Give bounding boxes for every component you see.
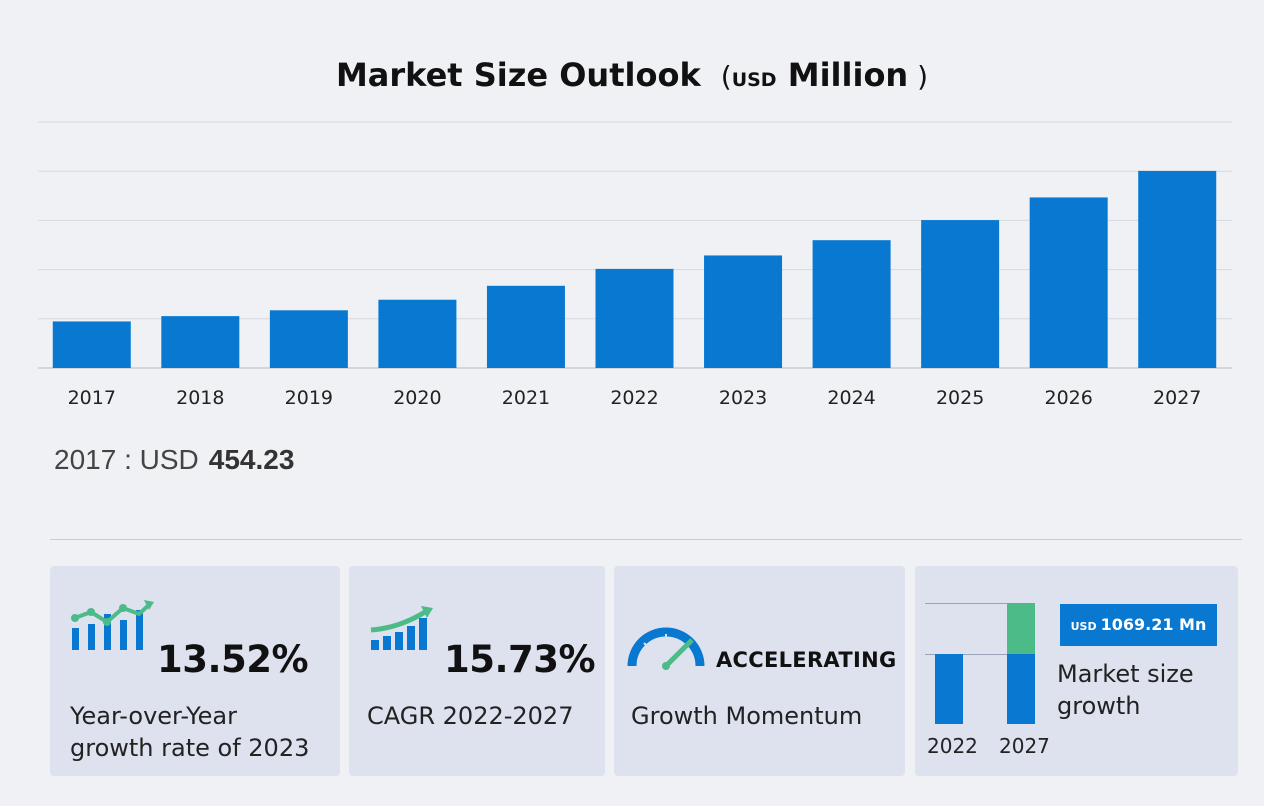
market-size-bar-chart: 2017 2018 2019 2020 2021 2022 2023 2024 2025 2026…: [38, 121, 1232, 409]
bar-2027: [1138, 170, 1217, 368]
first-year-label: 2017 : USD: [54, 444, 199, 475]
yoy-desc-line2: growth rate of 2023: [70, 734, 310, 762]
mini-chart-top-line: [925, 603, 1035, 604]
x-tick-label: 2023: [719, 387, 767, 409]
mini-chart-base-line: [925, 654, 1035, 655]
x-tick-label: 2018: [176, 387, 224, 409]
bar-2021: [486, 285, 565, 368]
bar-2022: [595, 268, 674, 368]
x-tick-label: 2017: [68, 387, 116, 409]
x-tick-label: 2021: [502, 387, 550, 409]
yoy-desc-line1: Year-over-Year: [70, 702, 237, 730]
growth-description: Market size growth: [1057, 658, 1194, 722]
bar-2017: [52, 321, 131, 368]
momentum-status: ACCELERATING: [716, 648, 897, 672]
badge-currency: USD: [1070, 620, 1097, 633]
x-tick-label: 2024: [827, 387, 875, 409]
first-year-value: 2017 : USD 454.23: [54, 444, 294, 476]
chart-title-currency: USD: [731, 69, 777, 91]
cagr-value: 15.73%: [444, 638, 596, 681]
cagr-description: CAGR 2022-2027: [367, 702, 574, 730]
first-year-amount: 454.23: [208, 444, 295, 475]
cagr-chart-icon: [370, 606, 433, 650]
market-growth-card: 2022 2027 USD 1069.21 Mn Market size grow…: [915, 566, 1238, 776]
growth-desc-line2: growth: [1057, 692, 1141, 720]
momentum-card: ACCELERATING Growth Momentum: [614, 566, 905, 776]
growth-value-badge: USD 1069.21 Mn: [1060, 604, 1217, 646]
growth-desc-line1: Market size: [1057, 660, 1194, 688]
growth-chart-icon: [71, 600, 154, 650]
momentum-description: Growth Momentum: [631, 702, 863, 730]
bar-2023: [704, 255, 783, 368]
bar-2026: [1029, 197, 1108, 368]
x-tick-label: 2019: [285, 387, 333, 409]
bar-2024: [812, 240, 891, 368]
x-tick-label: 2026: [1045, 387, 1093, 409]
chart-title: Market Size Outlook (USD Million ): [335, 56, 929, 94]
bar-2020: [378, 299, 457, 368]
x-tick-label: 2027: [1153, 387, 1201, 409]
bar-2019: [269, 310, 348, 368]
bar-2018: [161, 316, 240, 368]
cagr-card: 15.73% CAGR 2022-2027: [349, 566, 605, 776]
x-tick-label: 2020: [393, 387, 441, 409]
mini-bar-2027: [1007, 654, 1035, 724]
x-tick-label: 2022: [610, 387, 658, 409]
chart-title-text: Market Size Outlook: [335, 56, 701, 94]
badge-value: 1069.21 Mn: [1100, 615, 1207, 634]
yoy-card: 13.52% Year-over-Year growth rate of 202…: [50, 566, 340, 776]
x-tick-label: 2025: [936, 387, 984, 409]
mini-year-start: 2022: [927, 734, 978, 758]
yoy-description: Year-over-Year growth rate of 2023: [70, 700, 309, 764]
mini-bar-2022: [935, 654, 963, 724]
divider: [50, 539, 1242, 540]
chart-title-scale: Million: [787, 56, 909, 94]
bar-2025: [921, 220, 1000, 368]
mini-year-end: 2027: [999, 734, 1050, 758]
mini-bar-growth-segment: [1007, 603, 1035, 654]
yoy-value: 13.52%: [157, 638, 309, 681]
speedometer-icon: [627, 627, 705, 670]
